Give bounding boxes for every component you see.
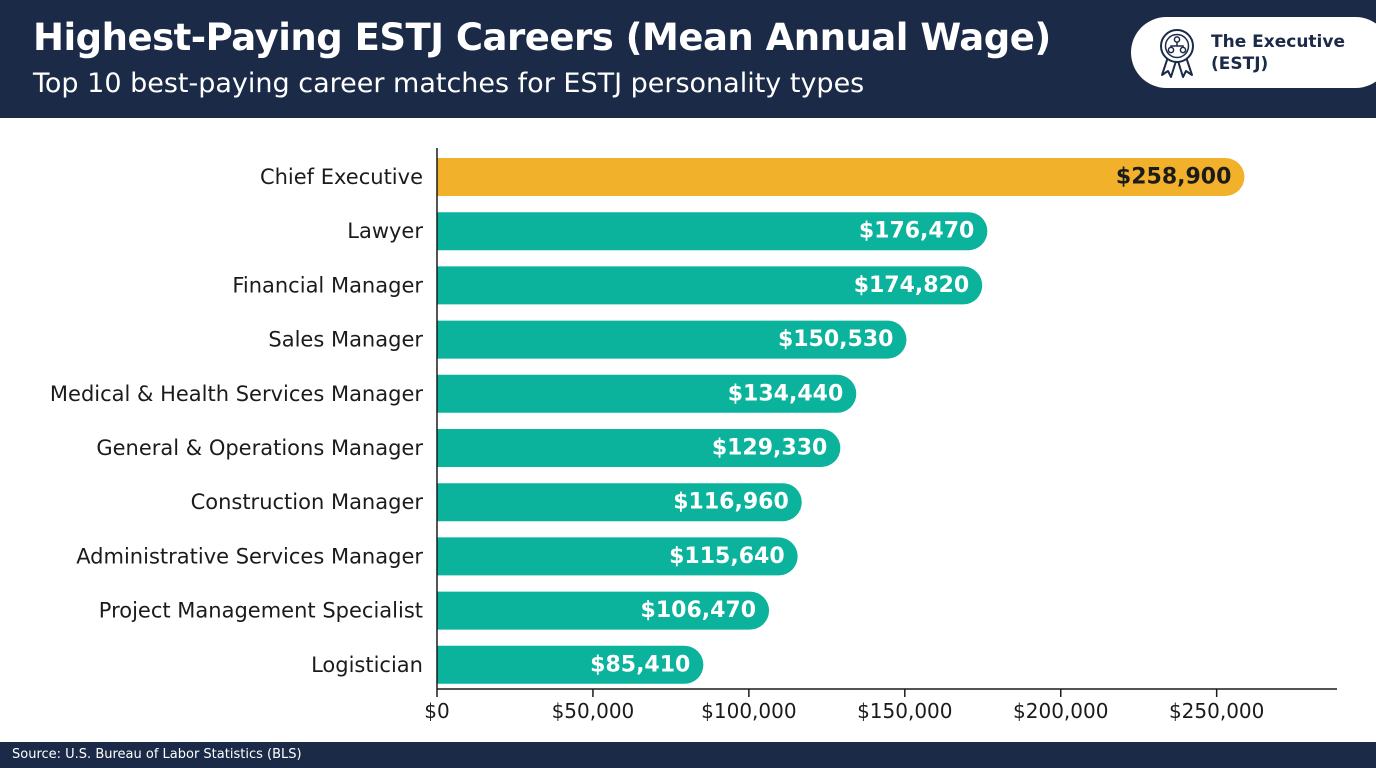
- x-tick-label: $50,000: [552, 699, 635, 723]
- x-tick-label: $200,000: [1013, 699, 1108, 723]
- badge-text: The Executive (ESTJ): [1211, 31, 1345, 75]
- badge-line-1: The Executive: [1211, 32, 1345, 52]
- header-banner: Highest-Paying ESTJ Careers (Mean Annual…: [0, 0, 1376, 118]
- category-label: Construction Manager: [191, 490, 424, 514]
- award-ribbon-icon: [1160, 29, 1194, 78]
- category-label: Chief Executive: [260, 165, 423, 189]
- category-label: General & Operations Manager: [96, 436, 423, 460]
- category-label: Financial Manager: [232, 273, 423, 297]
- bar: [437, 537, 798, 576]
- value-label: $106,470: [641, 598, 757, 623]
- value-label: $174,820: [854, 273, 970, 298]
- value-label: $116,960: [673, 490, 789, 515]
- x-tick-label: $250,000: [1169, 699, 1264, 723]
- bar: [437, 266, 983, 305]
- chart-subtitle: Top 10 best-paying career matches for ES…: [33, 68, 865, 99]
- bar: [437, 645, 704, 684]
- bar: [437, 483, 802, 522]
- x-tick-label: $0: [424, 699, 449, 723]
- bar: [437, 591, 770, 630]
- chart-title: Highest-Paying ESTJ Careers (Mean Annual…: [33, 16, 1051, 59]
- value-label: $85,410: [590, 652, 690, 677]
- bar: [437, 158, 1245, 196]
- category-label: Sales Manager: [268, 328, 423, 352]
- footer-bar: Source: U.S. Bureau of Labor Statistics …: [0, 742, 1376, 768]
- category-label: Medical & Health Services Manager: [50, 382, 423, 406]
- personality-badge: The Executive (ESTJ): [1131, 17, 1376, 88]
- bar-chart: Chief Executive $258,900 Lawyer $176,470 Fin…: [50, 148, 1337, 723]
- x-tick-label: $100,000: [701, 699, 796, 723]
- value-label: $176,470: [859, 219, 975, 244]
- value-label: $129,330: [712, 436, 828, 461]
- bar: [437, 374, 857, 413]
- value-label: $150,530: [778, 327, 894, 352]
- category-label: Project Management Specialist: [99, 599, 423, 623]
- value-label: $134,440: [728, 381, 844, 406]
- category-label: Administrative Services Manager: [76, 544, 423, 568]
- category-label: Lawyer: [347, 219, 423, 243]
- value-label: $258,900: [1116, 165, 1232, 190]
- category-label: Logistician: [311, 653, 423, 677]
- bar: [437, 429, 841, 467]
- x-tick-label: $150,000: [857, 699, 952, 723]
- value-label: $115,640: [669, 544, 785, 569]
- bar: [437, 320, 907, 359]
- bar: [437, 212, 988, 251]
- badge-line-2: (ESTJ): [1211, 54, 1269, 74]
- source-note: Source: U.S. Bureau of Labor Statistics …: [12, 747, 302, 762]
